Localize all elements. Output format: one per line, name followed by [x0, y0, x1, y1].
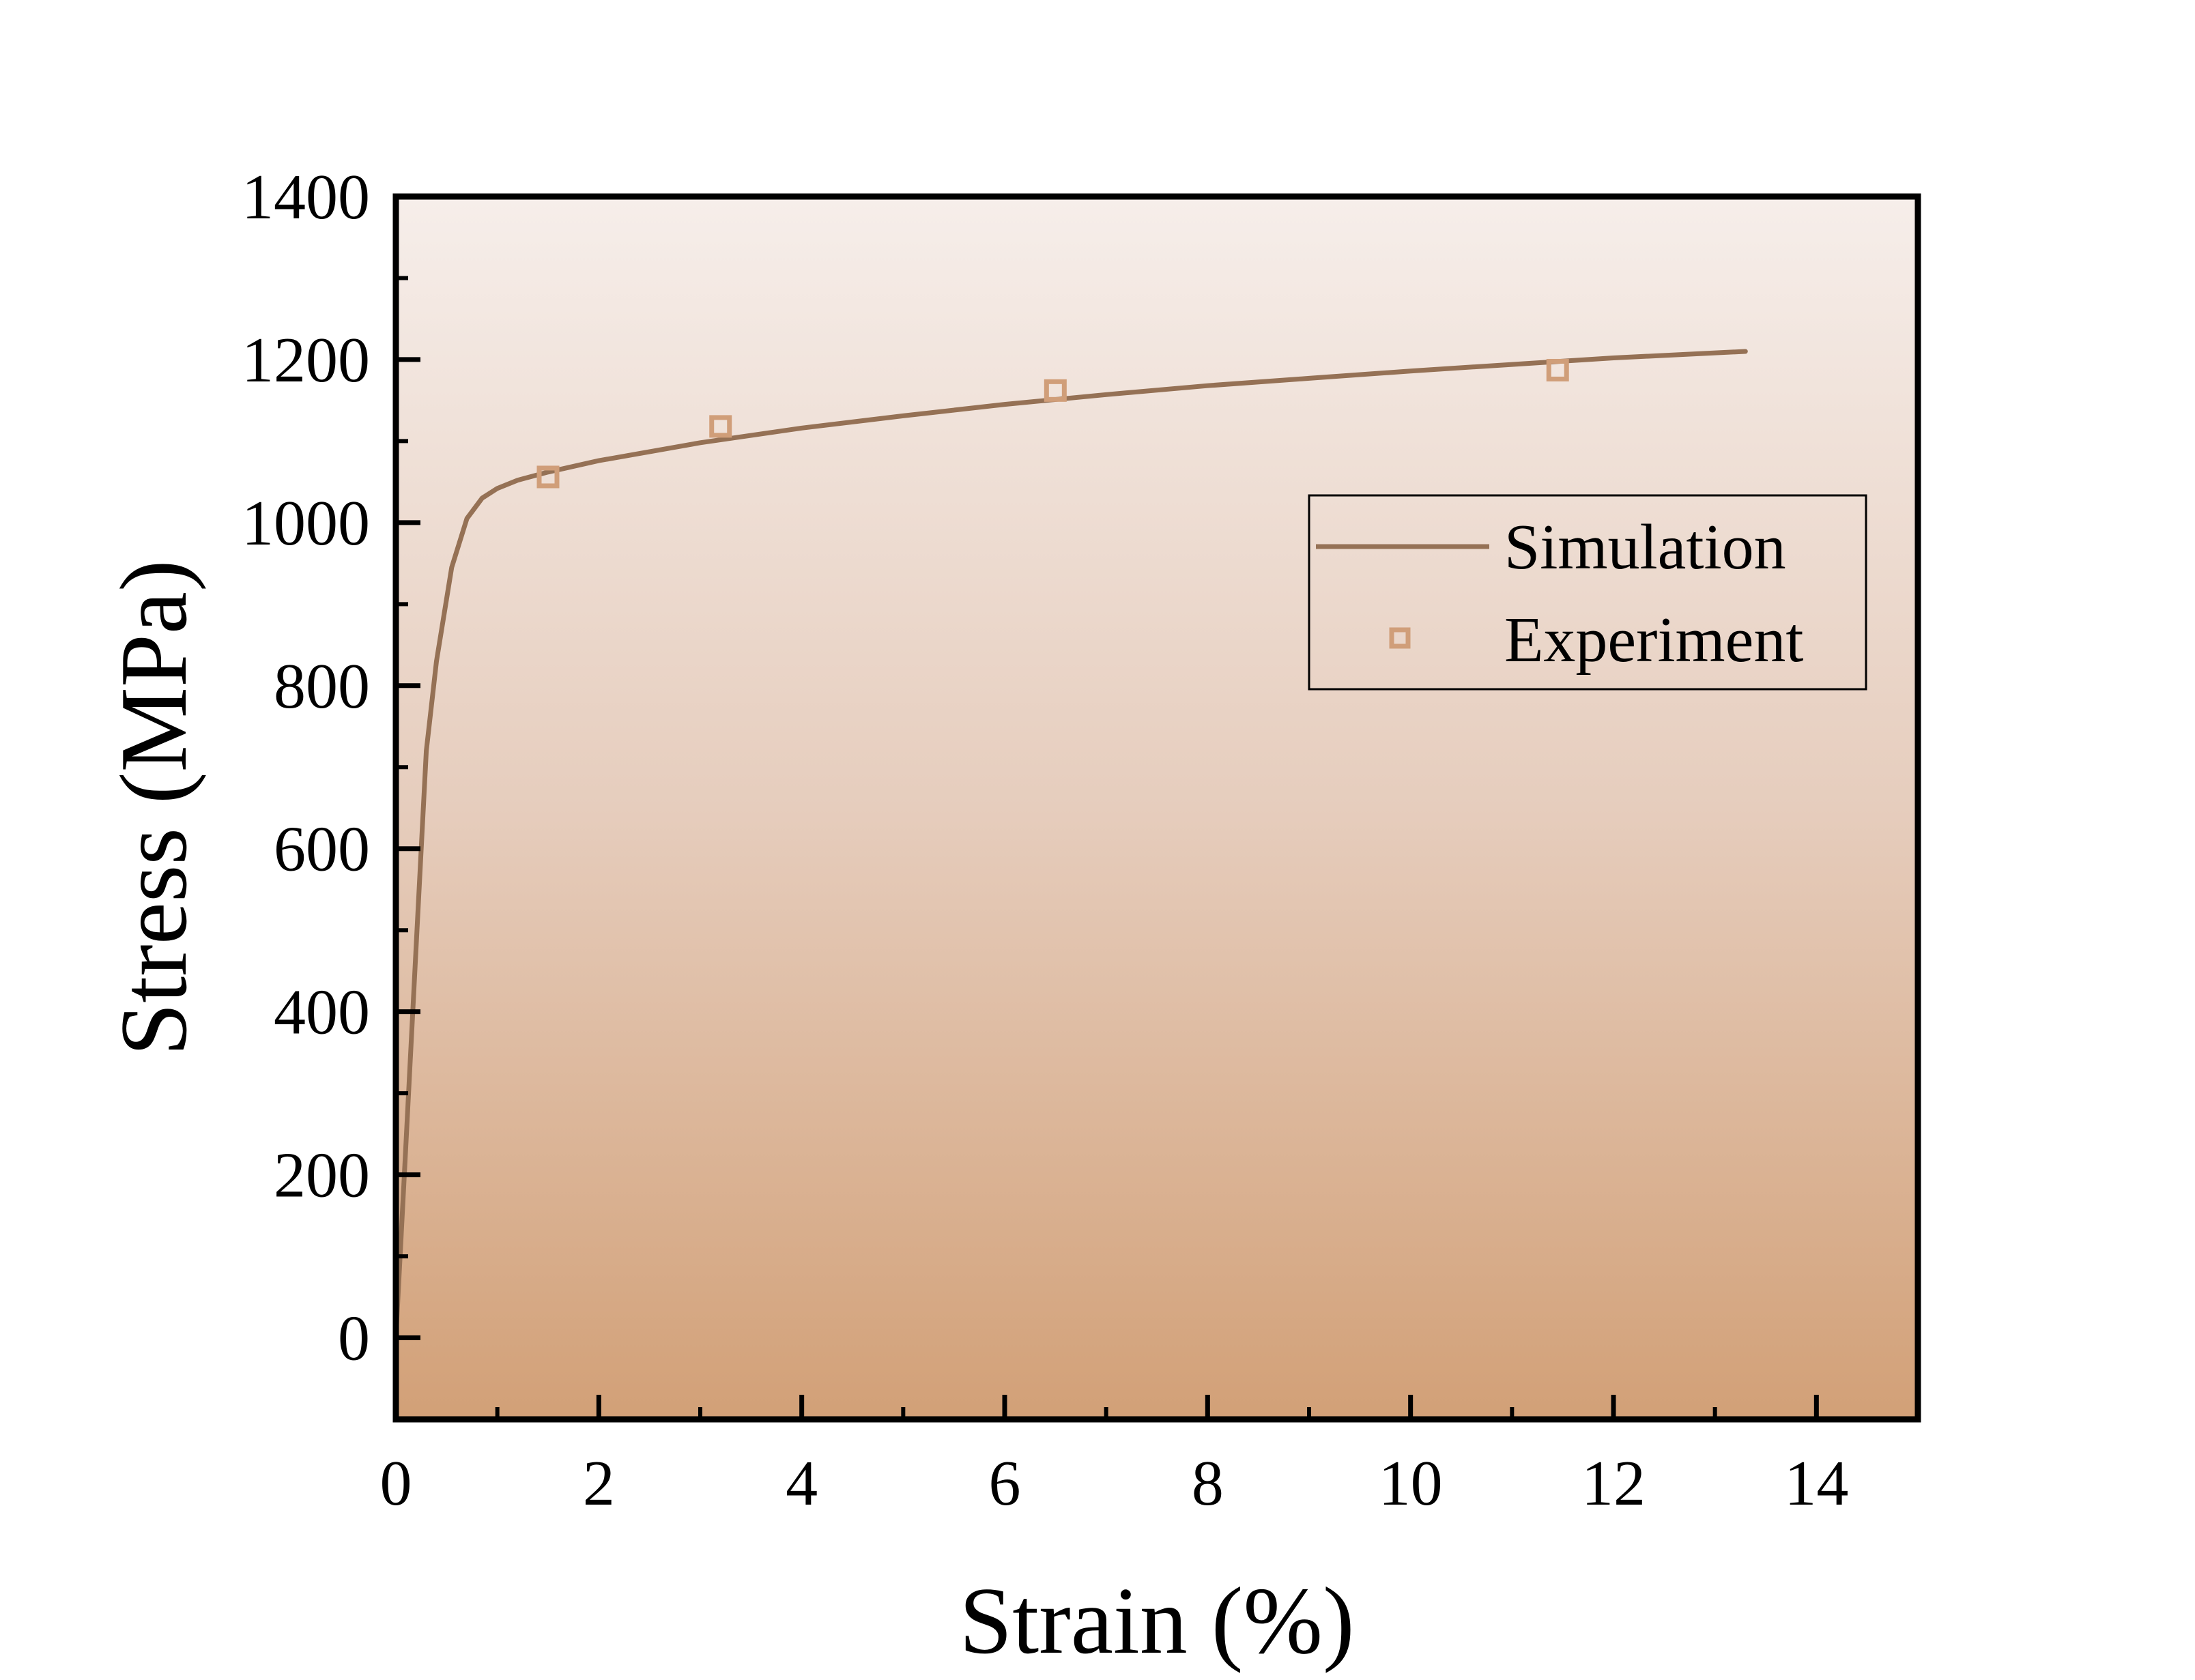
x-tick-label: 0 [380, 1448, 412, 1519]
legend-box [1308, 494, 1867, 691]
y-tick-label: 1000 [242, 488, 370, 559]
y-tick-label: 200 [274, 1140, 370, 1211]
y-tick-label: 600 [274, 814, 370, 885]
y-tick-label: 0 [338, 1303, 370, 1374]
experiment-point [536, 465, 560, 489]
y-axis-title: Stress (MPa) [101, 560, 207, 1056]
legend-experiment-marker [1389, 627, 1411, 649]
plot-frame [392, 193, 1921, 1423]
simulation-line [393, 349, 1748, 1340]
x-axis-title: Strain (%) [959, 1568, 1354, 1674]
y-axis: 0 200 400 600 800 1000 1200 1400 [242, 162, 420, 1421]
x-tick-label: 6 [989, 1448, 1021, 1519]
legend-simulation-label: Simulation [1504, 512, 1786, 583]
y-tick-label: 1200 [242, 325, 370, 396]
y-tick-label: 1400 [242, 162, 370, 233]
series-layer [393, 349, 1748, 1340]
experiment-point [1546, 358, 1569, 381]
y-tick-label: 400 [274, 977, 370, 1048]
plot-background [396, 197, 1918, 1419]
experiment-point [1044, 379, 1067, 402]
x-tick-label: 8 [1192, 1448, 1224, 1519]
x-axis: 0 2 4 6 8 10 12 14 [380, 1395, 1848, 1519]
legend: Simulation Experiment [1308, 494, 1867, 691]
y-tick-label: 800 [274, 651, 370, 722]
x-tick-label: 4 [786, 1448, 818, 1519]
x-tick-label: 2 [583, 1448, 615, 1519]
x-tick-label: 10 [1379, 1448, 1443, 1519]
x-tick-label: 14 [1784, 1448, 1848, 1519]
legend-experiment-label: Experiment [1504, 605, 1804, 676]
experiment-point [709, 415, 732, 438]
x-tick-label: 12 [1581, 1448, 1646, 1519]
